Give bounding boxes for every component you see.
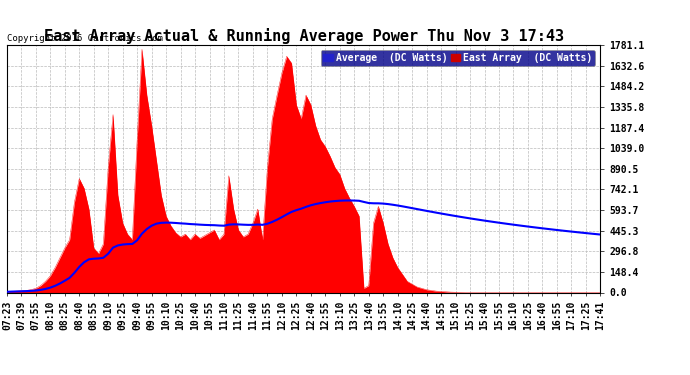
- Text: Copyright 2016 Cartronics.com: Copyright 2016 Cartronics.com: [7, 33, 163, 42]
- Legend: Average  (DC Watts), East Array  (DC Watts): Average (DC Watts), East Array (DC Watts…: [321, 50, 595, 66]
- Title: East Array Actual & Running Average Power Thu Nov 3 17:43: East Array Actual & Running Average Powe…: [43, 28, 564, 44]
